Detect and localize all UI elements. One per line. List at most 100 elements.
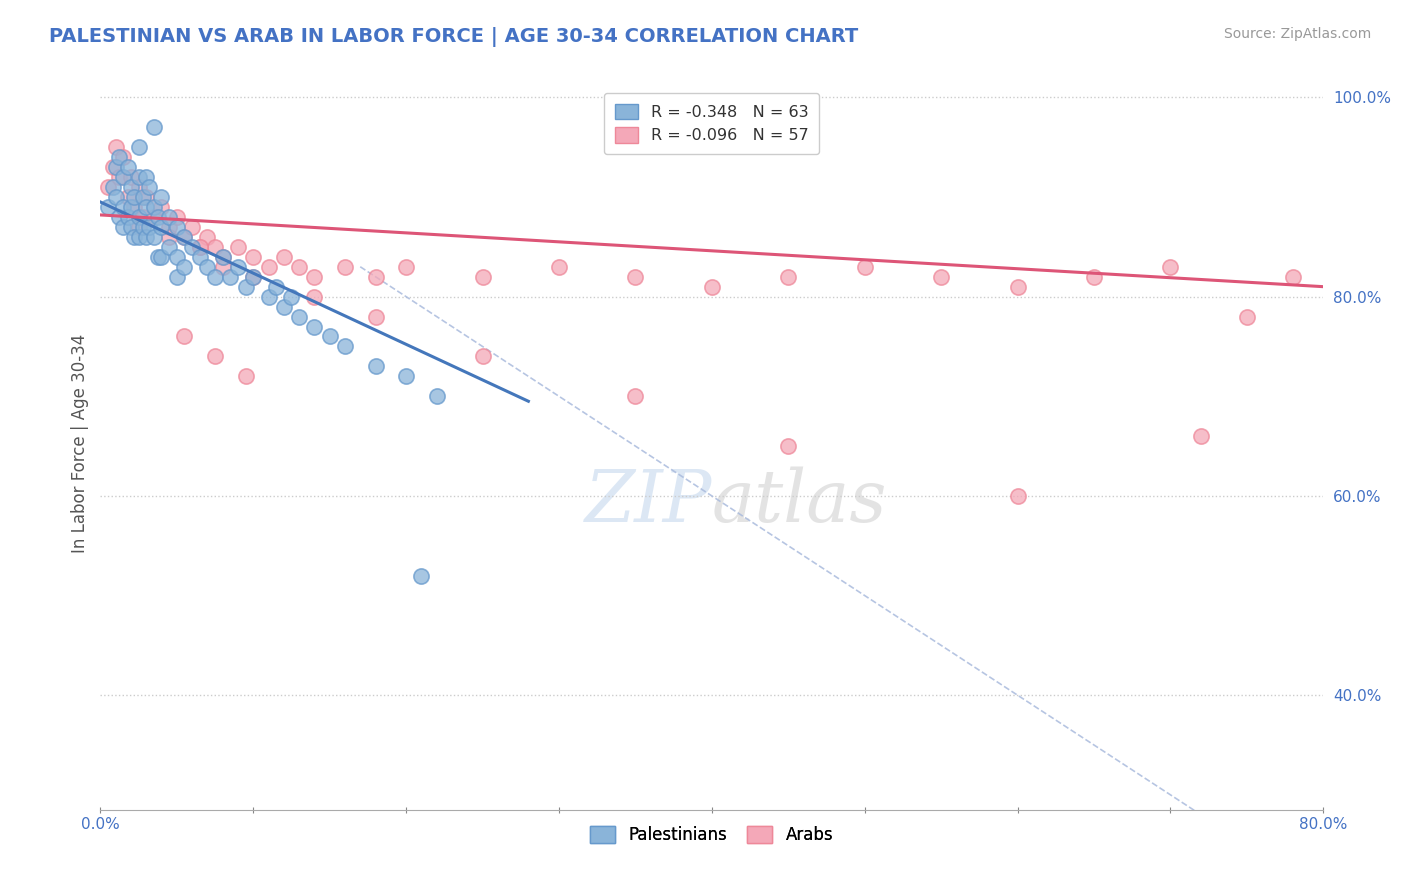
- Point: [288, 260, 311, 274]
- Point: [700, 279, 723, 293]
- Point: [157, 210, 180, 224]
- Point: [304, 269, 326, 284]
- Point: [135, 170, 157, 185]
- Point: [395, 260, 418, 274]
- Point: [142, 200, 165, 214]
- Point: [257, 260, 280, 274]
- Point: [148, 210, 170, 224]
- Point: [117, 210, 139, 224]
- Point: [204, 240, 226, 254]
- Text: PALESTINIAN VS ARAB IN LABOR FORCE | AGE 30-34 CORRELATION CHART: PALESTINIAN VS ARAB IN LABOR FORCE | AGE…: [49, 27, 859, 46]
- Point: [107, 170, 129, 185]
- Point: [778, 269, 800, 284]
- Point: [128, 180, 150, 194]
- Point: [97, 200, 120, 214]
- Point: [157, 240, 180, 254]
- Point: [411, 568, 433, 582]
- Point: [104, 140, 127, 154]
- Point: [120, 200, 142, 214]
- Point: [157, 230, 180, 244]
- Point: [142, 230, 165, 244]
- Point: [120, 180, 142, 194]
- Point: [166, 219, 188, 234]
- Point: [778, 439, 800, 453]
- Point: [280, 290, 302, 304]
- Point: [148, 250, 170, 264]
- Legend: Palestinians, Arabs: Palestinians, Arabs: [582, 818, 842, 853]
- Point: [117, 190, 139, 204]
- Point: [104, 190, 127, 204]
- Point: [257, 290, 280, 304]
- Point: [364, 310, 387, 324]
- Point: [624, 389, 647, 403]
- Point: [132, 190, 155, 204]
- Point: [150, 250, 173, 264]
- Point: [166, 210, 188, 224]
- Point: [471, 350, 494, 364]
- Point: [188, 240, 211, 254]
- Point: [929, 269, 952, 284]
- Point: [112, 219, 135, 234]
- Point: [135, 230, 157, 244]
- Point: [1083, 269, 1105, 284]
- Point: [333, 260, 356, 274]
- Point: [104, 160, 127, 174]
- Point: [242, 269, 264, 284]
- Point: [173, 329, 195, 343]
- Point: [624, 269, 647, 284]
- Point: [97, 180, 120, 194]
- Point: [138, 219, 160, 234]
- Point: [1159, 260, 1181, 274]
- Point: [120, 219, 142, 234]
- Point: [226, 260, 249, 274]
- Point: [235, 279, 257, 293]
- Point: [188, 250, 211, 264]
- Point: [157, 219, 180, 234]
- Point: [101, 180, 124, 194]
- Point: [107, 150, 129, 164]
- Point: [304, 319, 326, 334]
- Point: [112, 200, 135, 214]
- Point: [204, 350, 226, 364]
- Point: [364, 269, 387, 284]
- Point: [122, 200, 145, 214]
- Point: [150, 190, 173, 204]
- Point: [853, 260, 876, 274]
- Point: [112, 170, 135, 185]
- Point: [333, 339, 356, 353]
- Text: Source: ZipAtlas.com: Source: ZipAtlas.com: [1223, 27, 1371, 41]
- Point: [138, 180, 160, 194]
- Point: [195, 260, 218, 274]
- Point: [211, 260, 233, 274]
- Point: [211, 250, 233, 264]
- Point: [195, 230, 218, 244]
- Point: [166, 269, 188, 284]
- Point: [304, 290, 326, 304]
- Point: [128, 170, 150, 185]
- Point: [117, 160, 139, 174]
- Point: [226, 240, 249, 254]
- Point: [204, 269, 226, 284]
- Point: [150, 219, 173, 234]
- Point: [1007, 279, 1029, 293]
- Point: [288, 310, 311, 324]
- Point: [128, 140, 150, 154]
- Point: [426, 389, 449, 403]
- Point: [135, 200, 157, 214]
- Point: [471, 269, 494, 284]
- Point: [364, 359, 387, 374]
- Point: [173, 260, 195, 274]
- Point: [181, 219, 204, 234]
- Point: [101, 160, 124, 174]
- Point: [219, 269, 242, 284]
- Point: [122, 190, 145, 204]
- Point: [242, 269, 264, 284]
- Point: [112, 150, 135, 164]
- Point: [173, 230, 195, 244]
- Point: [318, 329, 340, 343]
- Point: [166, 250, 188, 264]
- Point: [395, 369, 418, 384]
- Point: [548, 260, 571, 274]
- Point: [135, 190, 157, 204]
- Point: [181, 240, 204, 254]
